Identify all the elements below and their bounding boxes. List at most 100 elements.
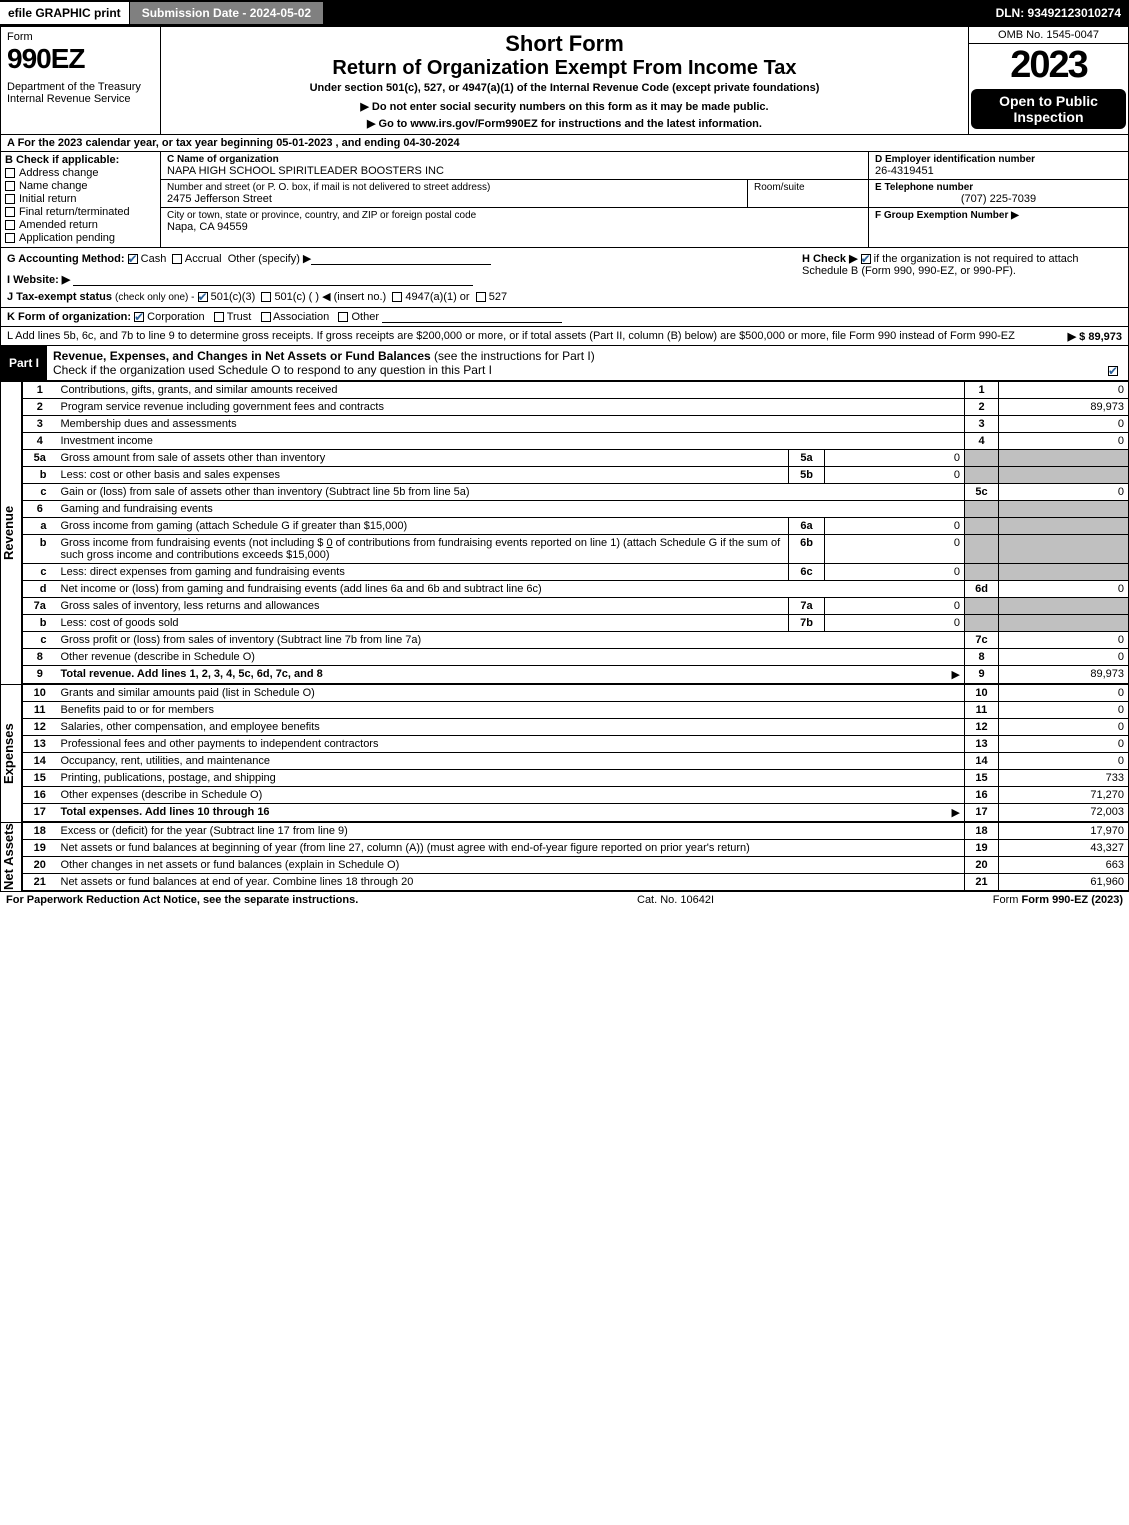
label-k: K Form of organization: [7, 311, 131, 323]
val-10: 0 [999, 685, 1129, 702]
website-line[interactable] [73, 274, 473, 286]
label-j-sub: (check only one) - [115, 292, 194, 303]
chk-trust[interactable] [214, 312, 224, 322]
line-2: 2Program service revenue including gover… [23, 399, 1129, 416]
chk-address-change[interactable] [5, 168, 15, 178]
chk-corporation[interactable] [134, 312, 144, 322]
line-13: 13Professional fees and other payments t… [23, 736, 1129, 753]
page-footer: For Paperwork Reduction Act Notice, see … [0, 891, 1129, 908]
amount-l: ▶ $ 89,973 [1068, 330, 1122, 343]
lbl-application-pending: Application pending [19, 232, 115, 244]
val-21: 61,960 [999, 874, 1129, 891]
val-14: 0 [999, 753, 1129, 770]
part1-label: Part I [1, 353, 47, 373]
form-header: Form 990EZ Department of the Treasury In… [0, 26, 1129, 135]
lbl-501c3: 501(c)(3) [211, 291, 256, 303]
label-e-phone: E Telephone number [875, 182, 1122, 193]
col-b: B Check if applicable: Address change Na… [1, 152, 161, 247]
line-21: 21Net assets or fund balances at end of … [23, 874, 1129, 891]
val-19: 43,327 [999, 840, 1129, 857]
line-7b: bLess: cost of goods sold7b0 [23, 615, 1129, 632]
line-10: 10Grants and similar amounts paid (list … [23, 685, 1129, 702]
val-15: 733 [999, 770, 1129, 787]
short-form-title: Short Form [169, 31, 960, 57]
chk-association[interactable] [261, 312, 271, 322]
line-5a: 5aGross amount from sale of assets other… [23, 450, 1129, 467]
form-word: Form [7, 31, 154, 43]
subline-1: Under section 501(c), 527, or 4947(a)(1)… [169, 82, 960, 94]
mval-6c: 0 [825, 564, 965, 581]
line-7a: 7aGross sales of inventory, less returns… [23, 598, 1129, 615]
text-l: L Add lines 5b, 6c, and 7b to line 9 to … [7, 330, 1015, 342]
chk-527[interactable] [476, 292, 486, 302]
other-specify-line[interactable] [311, 253, 491, 265]
col-def: D Employer identification number 26-4319… [868, 152, 1128, 247]
row-a-tax-year: A For the 2023 calendar year, or tax yea… [0, 135, 1129, 152]
chk-part1-scho[interactable] [1108, 366, 1118, 376]
line-3: 3Membership dues and assessments30 [23, 416, 1129, 433]
subline-2: ▶ Do not enter social security numbers o… [169, 100, 960, 113]
chk-h[interactable] [861, 254, 871, 264]
footer-mid: Cat. No. 10642I [358, 894, 992, 906]
header-left: Form 990EZ Department of the Treasury In… [1, 27, 161, 134]
val-20: 663 [999, 857, 1129, 874]
label-c-name: C Name of organization [167, 154, 862, 165]
chk-initial-return[interactable] [5, 194, 15, 204]
mval-5b: 0 [825, 467, 965, 484]
ein-value: 26-4319451 [875, 165, 1122, 177]
submission-date-label: Submission Date - 2024-05-02 [129, 1, 324, 25]
label-street: Number and street (or P. O. box, if mail… [167, 182, 741, 193]
part1-title: Revenue, Expenses, and Changes in Net As… [47, 346, 1128, 380]
section-bcdef: B Check if applicable: Address change Na… [0, 152, 1129, 248]
footer-left: For Paperwork Reduction Act Notice, see … [6, 894, 358, 906]
line-14: 14Occupancy, rent, utilities, and mainte… [23, 753, 1129, 770]
mval-7b: 0 [825, 615, 965, 632]
open-to-public: Open to Public Inspection [971, 89, 1126, 129]
chk-cash[interactable] [128, 254, 138, 264]
line-6: 6Gaming and fundraising events [23, 501, 1129, 518]
label-f-group: F Group Exemption Number ▶ [875, 210, 1122, 221]
chk-name-change[interactable] [5, 181, 15, 191]
label-room: Room/suite [754, 182, 862, 193]
other-org-line[interactable] [382, 311, 562, 323]
line-9: 9Total revenue. Add lines 1, 2, 3, 4, 5c… [23, 666, 1129, 684]
line-1: 1Contributions, gifts, grants, and simil… [23, 382, 1129, 399]
chk-final-return[interactable] [5, 207, 15, 217]
mval-7a: 0 [825, 598, 965, 615]
val-3: 0 [999, 416, 1129, 433]
omb-number: OMB No. 1545-0047 [969, 27, 1128, 44]
dln-label: DLN: 93492123010274 [996, 6, 1129, 20]
val-16: 71,270 [999, 787, 1129, 804]
label-city: City or town, state or province, country… [167, 210, 862, 221]
col-b-title: B Check if applicable: [5, 154, 156, 166]
efile-print-label[interactable]: efile GRAPHIC print [0, 2, 129, 24]
val-12: 0 [999, 719, 1129, 736]
label-g: G Accounting Method: [7, 253, 125, 265]
label-d-ein: D Employer identification number [875, 154, 1122, 165]
chk-accrual[interactable] [172, 254, 182, 264]
chk-application-pending[interactable] [5, 233, 15, 243]
tax-year: 2023 [969, 44, 1128, 87]
mval-6b: 0 [825, 535, 965, 564]
lbl-501c: 501(c) ( ) ◀ (insert no.) [274, 291, 386, 303]
chk-amended-return[interactable] [5, 220, 15, 230]
line-20: 20Other changes in net assets or fund ba… [23, 857, 1129, 874]
line-6d: dNet income or (loss) from gaming and fu… [23, 581, 1129, 598]
label-i: I Website: ▶ [7, 274, 70, 286]
chk-501c3[interactable] [198, 292, 208, 302]
part1-header: Part I Revenue, Expenses, and Changes in… [0, 346, 1129, 381]
footer-right: Form Form 990-EZ (2023) [993, 894, 1123, 906]
lbl-association: Association [273, 311, 329, 323]
chk-other-org[interactable] [338, 312, 348, 322]
line-4: 4Investment income40 [23, 433, 1129, 450]
val-18: 17,970 [999, 823, 1129, 840]
line-8: 8Other revenue (describe in Schedule O)8… [23, 649, 1129, 666]
mval-5a: 0 [825, 450, 965, 467]
chk-4947[interactable] [392, 292, 402, 302]
lbl-cash: Cash [141, 253, 167, 265]
lbl-address-change: Address change [19, 167, 99, 179]
lbl-name-change: Name change [19, 180, 88, 192]
netassets-table: 18Excess or (deficit) for the year (Subt… [22, 822, 1129, 891]
chk-501c[interactable] [261, 292, 271, 302]
dept-treasury: Department of the Treasury [7, 81, 154, 93]
